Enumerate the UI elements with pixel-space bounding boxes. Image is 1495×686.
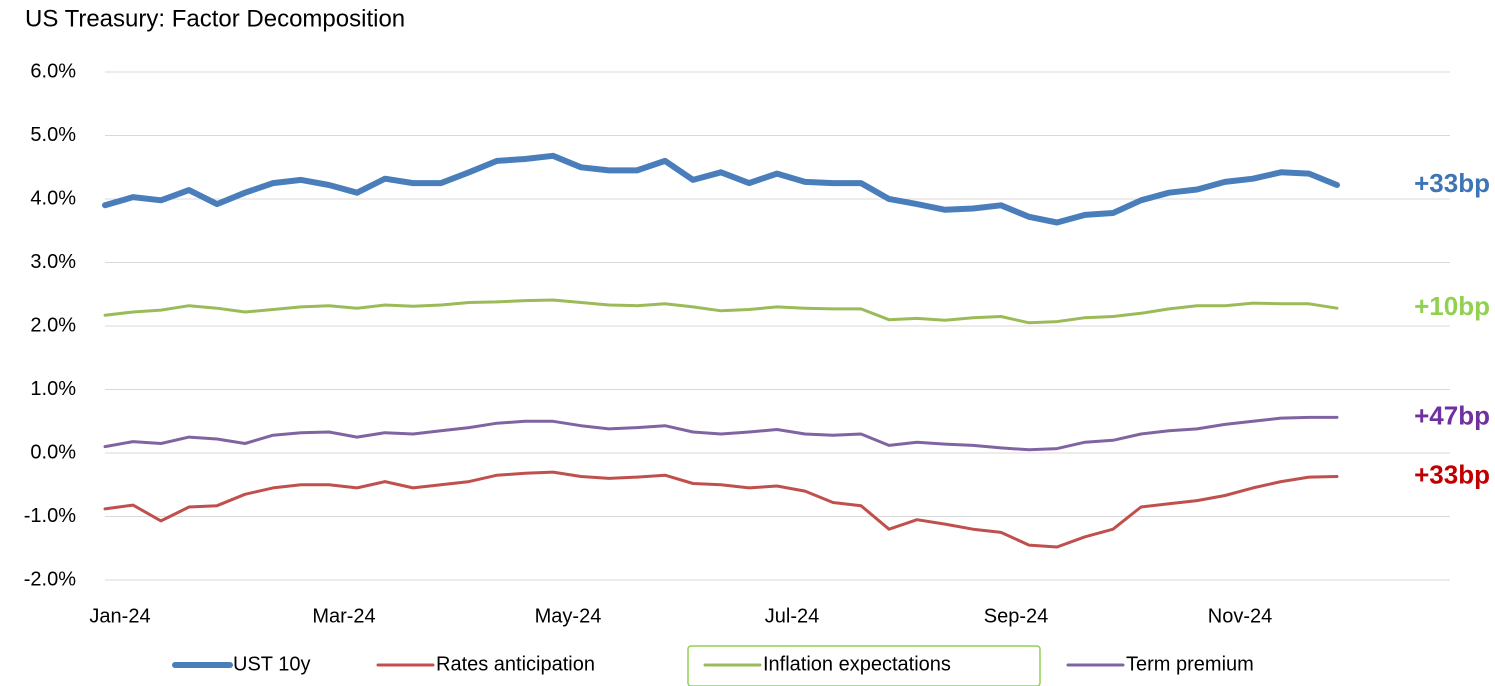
y-tick-label: 0.0% bbox=[30, 441, 76, 463]
series-line bbox=[103, 415, 1339, 452]
series-annotation: +33bp bbox=[1414, 168, 1490, 198]
series-annotation: +33bp bbox=[1414, 459, 1490, 489]
chart-title: US Treasury: Factor Decomposition bbox=[25, 5, 405, 32]
x-tick-label: Jul-24 bbox=[765, 605, 819, 627]
series-line bbox=[102, 152, 1340, 226]
x-tick-label: May-24 bbox=[535, 605, 602, 627]
legend-label: Inflation expectations bbox=[763, 653, 951, 675]
x-tick-label: Mar-24 bbox=[312, 605, 375, 627]
y-tick-label: 6.0% bbox=[30, 60, 76, 82]
y-tick-label: 1.0% bbox=[30, 378, 76, 400]
y-tick-label: 3.0% bbox=[30, 251, 76, 273]
series-line bbox=[103, 470, 1339, 549]
series-annotation: +47bp bbox=[1414, 400, 1490, 430]
y-tick-label: 4.0% bbox=[30, 187, 76, 209]
series-line bbox=[103, 298, 1339, 325]
legend-label: UST 10y bbox=[233, 653, 310, 675]
y-tick-label: 5.0% bbox=[30, 124, 76, 146]
y-tick-label: -2.0% bbox=[24, 568, 76, 590]
x-tick-label: Sep-24 bbox=[984, 605, 1049, 627]
y-tick-label: 2.0% bbox=[30, 314, 76, 336]
series-annotation: +10bp bbox=[1414, 291, 1490, 321]
y-tick-label: -1.0% bbox=[24, 505, 76, 527]
legend-label: Term premium bbox=[1126, 653, 1254, 675]
x-tick-label: Nov-24 bbox=[1208, 605, 1272, 627]
legend-selection bbox=[687, 645, 1041, 686]
legend-label: Rates anticipation bbox=[436, 653, 595, 675]
x-tick-label: Jan-24 bbox=[89, 605, 150, 627]
